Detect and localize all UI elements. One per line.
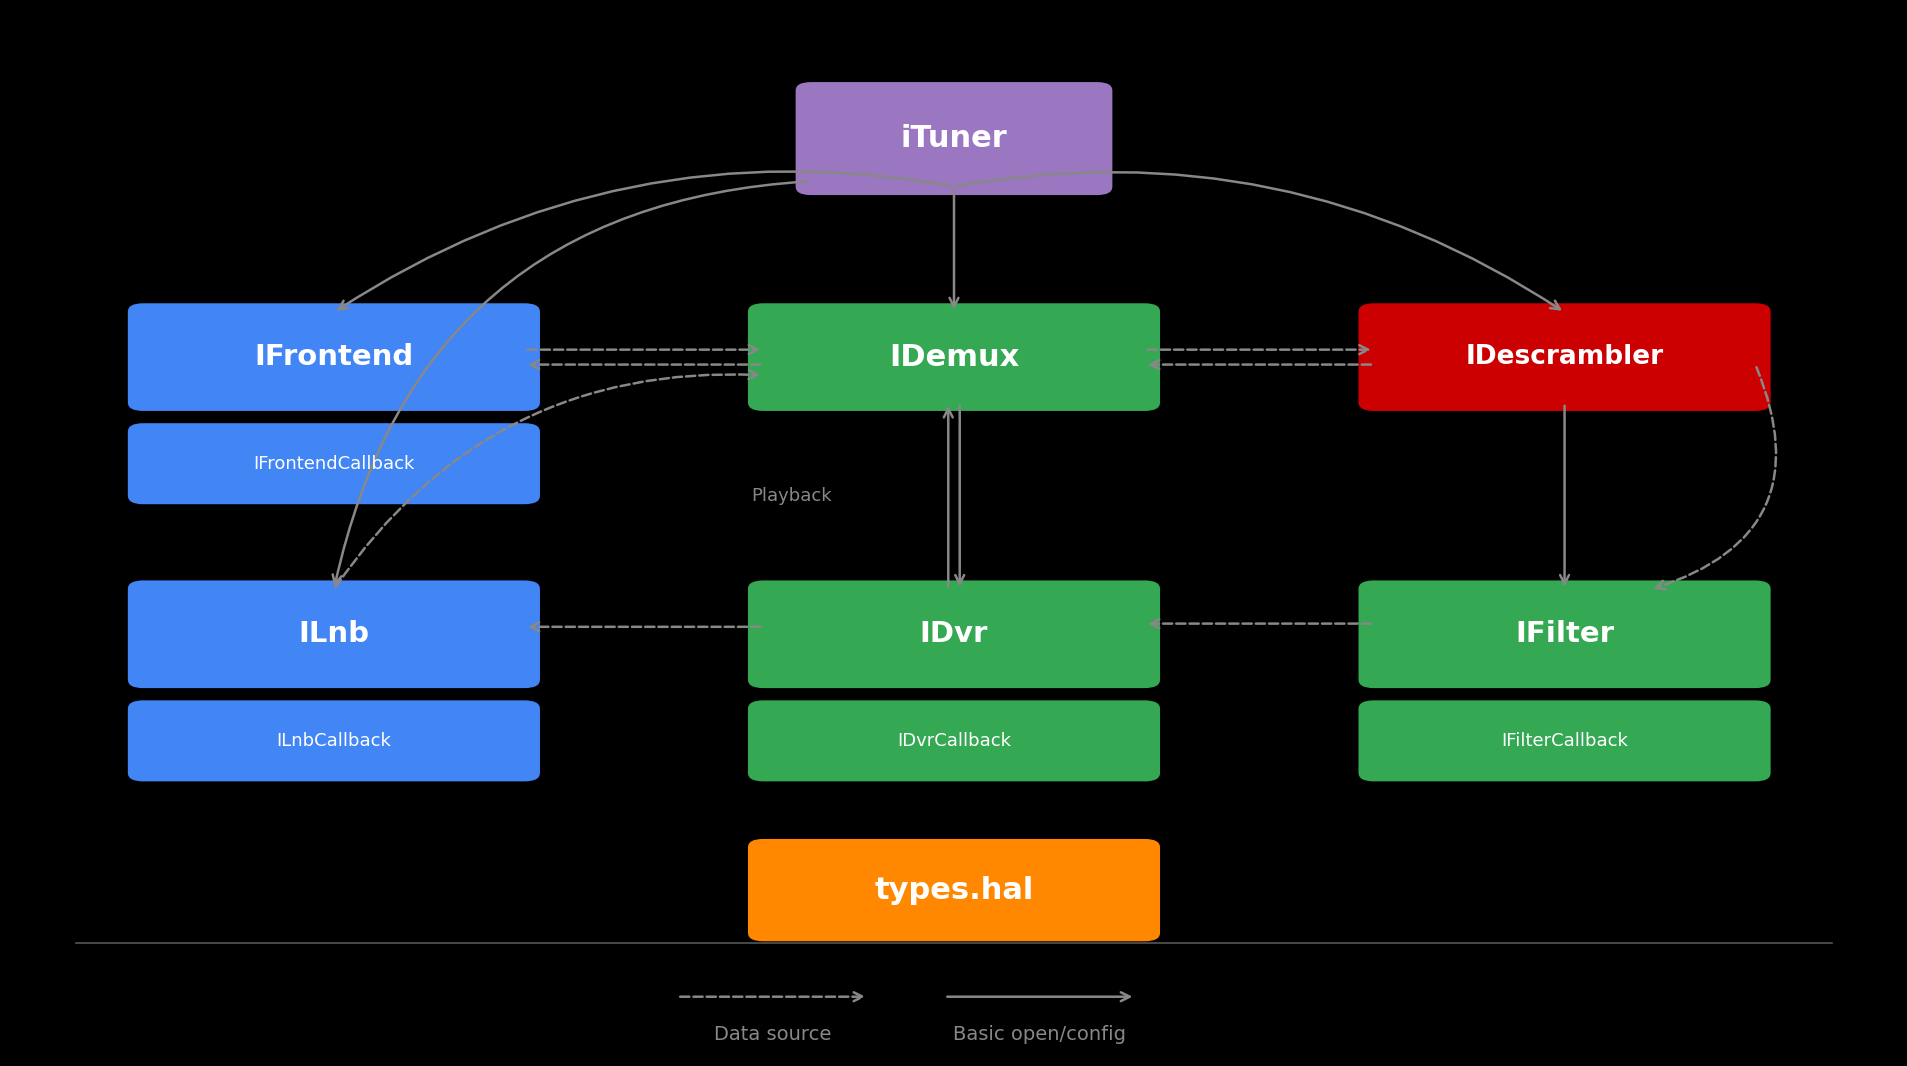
Text: IFilterCallback: IFilterCallback	[1501, 732, 1627, 749]
Text: IDvr: IDvr	[919, 620, 988, 648]
FancyBboxPatch shape	[128, 303, 540, 410]
FancyBboxPatch shape	[795, 82, 1112, 195]
Text: IFrontendCallback: IFrontendCallback	[254, 455, 414, 472]
Text: IFilter: IFilter	[1514, 620, 1613, 648]
FancyBboxPatch shape	[1358, 700, 1770, 781]
Text: Data source: Data source	[713, 1024, 831, 1044]
FancyBboxPatch shape	[128, 700, 540, 781]
Text: IFrontend: IFrontend	[254, 343, 414, 371]
Text: IDemux: IDemux	[889, 342, 1018, 372]
Text: types.hal: types.hal	[873, 875, 1034, 905]
FancyBboxPatch shape	[748, 700, 1159, 781]
FancyBboxPatch shape	[1358, 580, 1770, 689]
FancyBboxPatch shape	[128, 423, 540, 504]
FancyBboxPatch shape	[748, 303, 1159, 410]
Text: Basic open/config: Basic open/config	[954, 1024, 1125, 1044]
Text: iTuner: iTuner	[900, 124, 1007, 154]
FancyBboxPatch shape	[748, 580, 1159, 689]
Text: IDescrambler: IDescrambler	[1465, 344, 1663, 370]
FancyBboxPatch shape	[748, 839, 1159, 941]
Text: IDvrCallback: IDvrCallback	[896, 732, 1011, 749]
FancyBboxPatch shape	[1358, 303, 1770, 410]
Text: ILnbCallback: ILnbCallback	[277, 732, 391, 749]
FancyBboxPatch shape	[128, 580, 540, 689]
Text: ILnb: ILnb	[297, 620, 370, 648]
Text: Playback: Playback	[751, 487, 831, 504]
